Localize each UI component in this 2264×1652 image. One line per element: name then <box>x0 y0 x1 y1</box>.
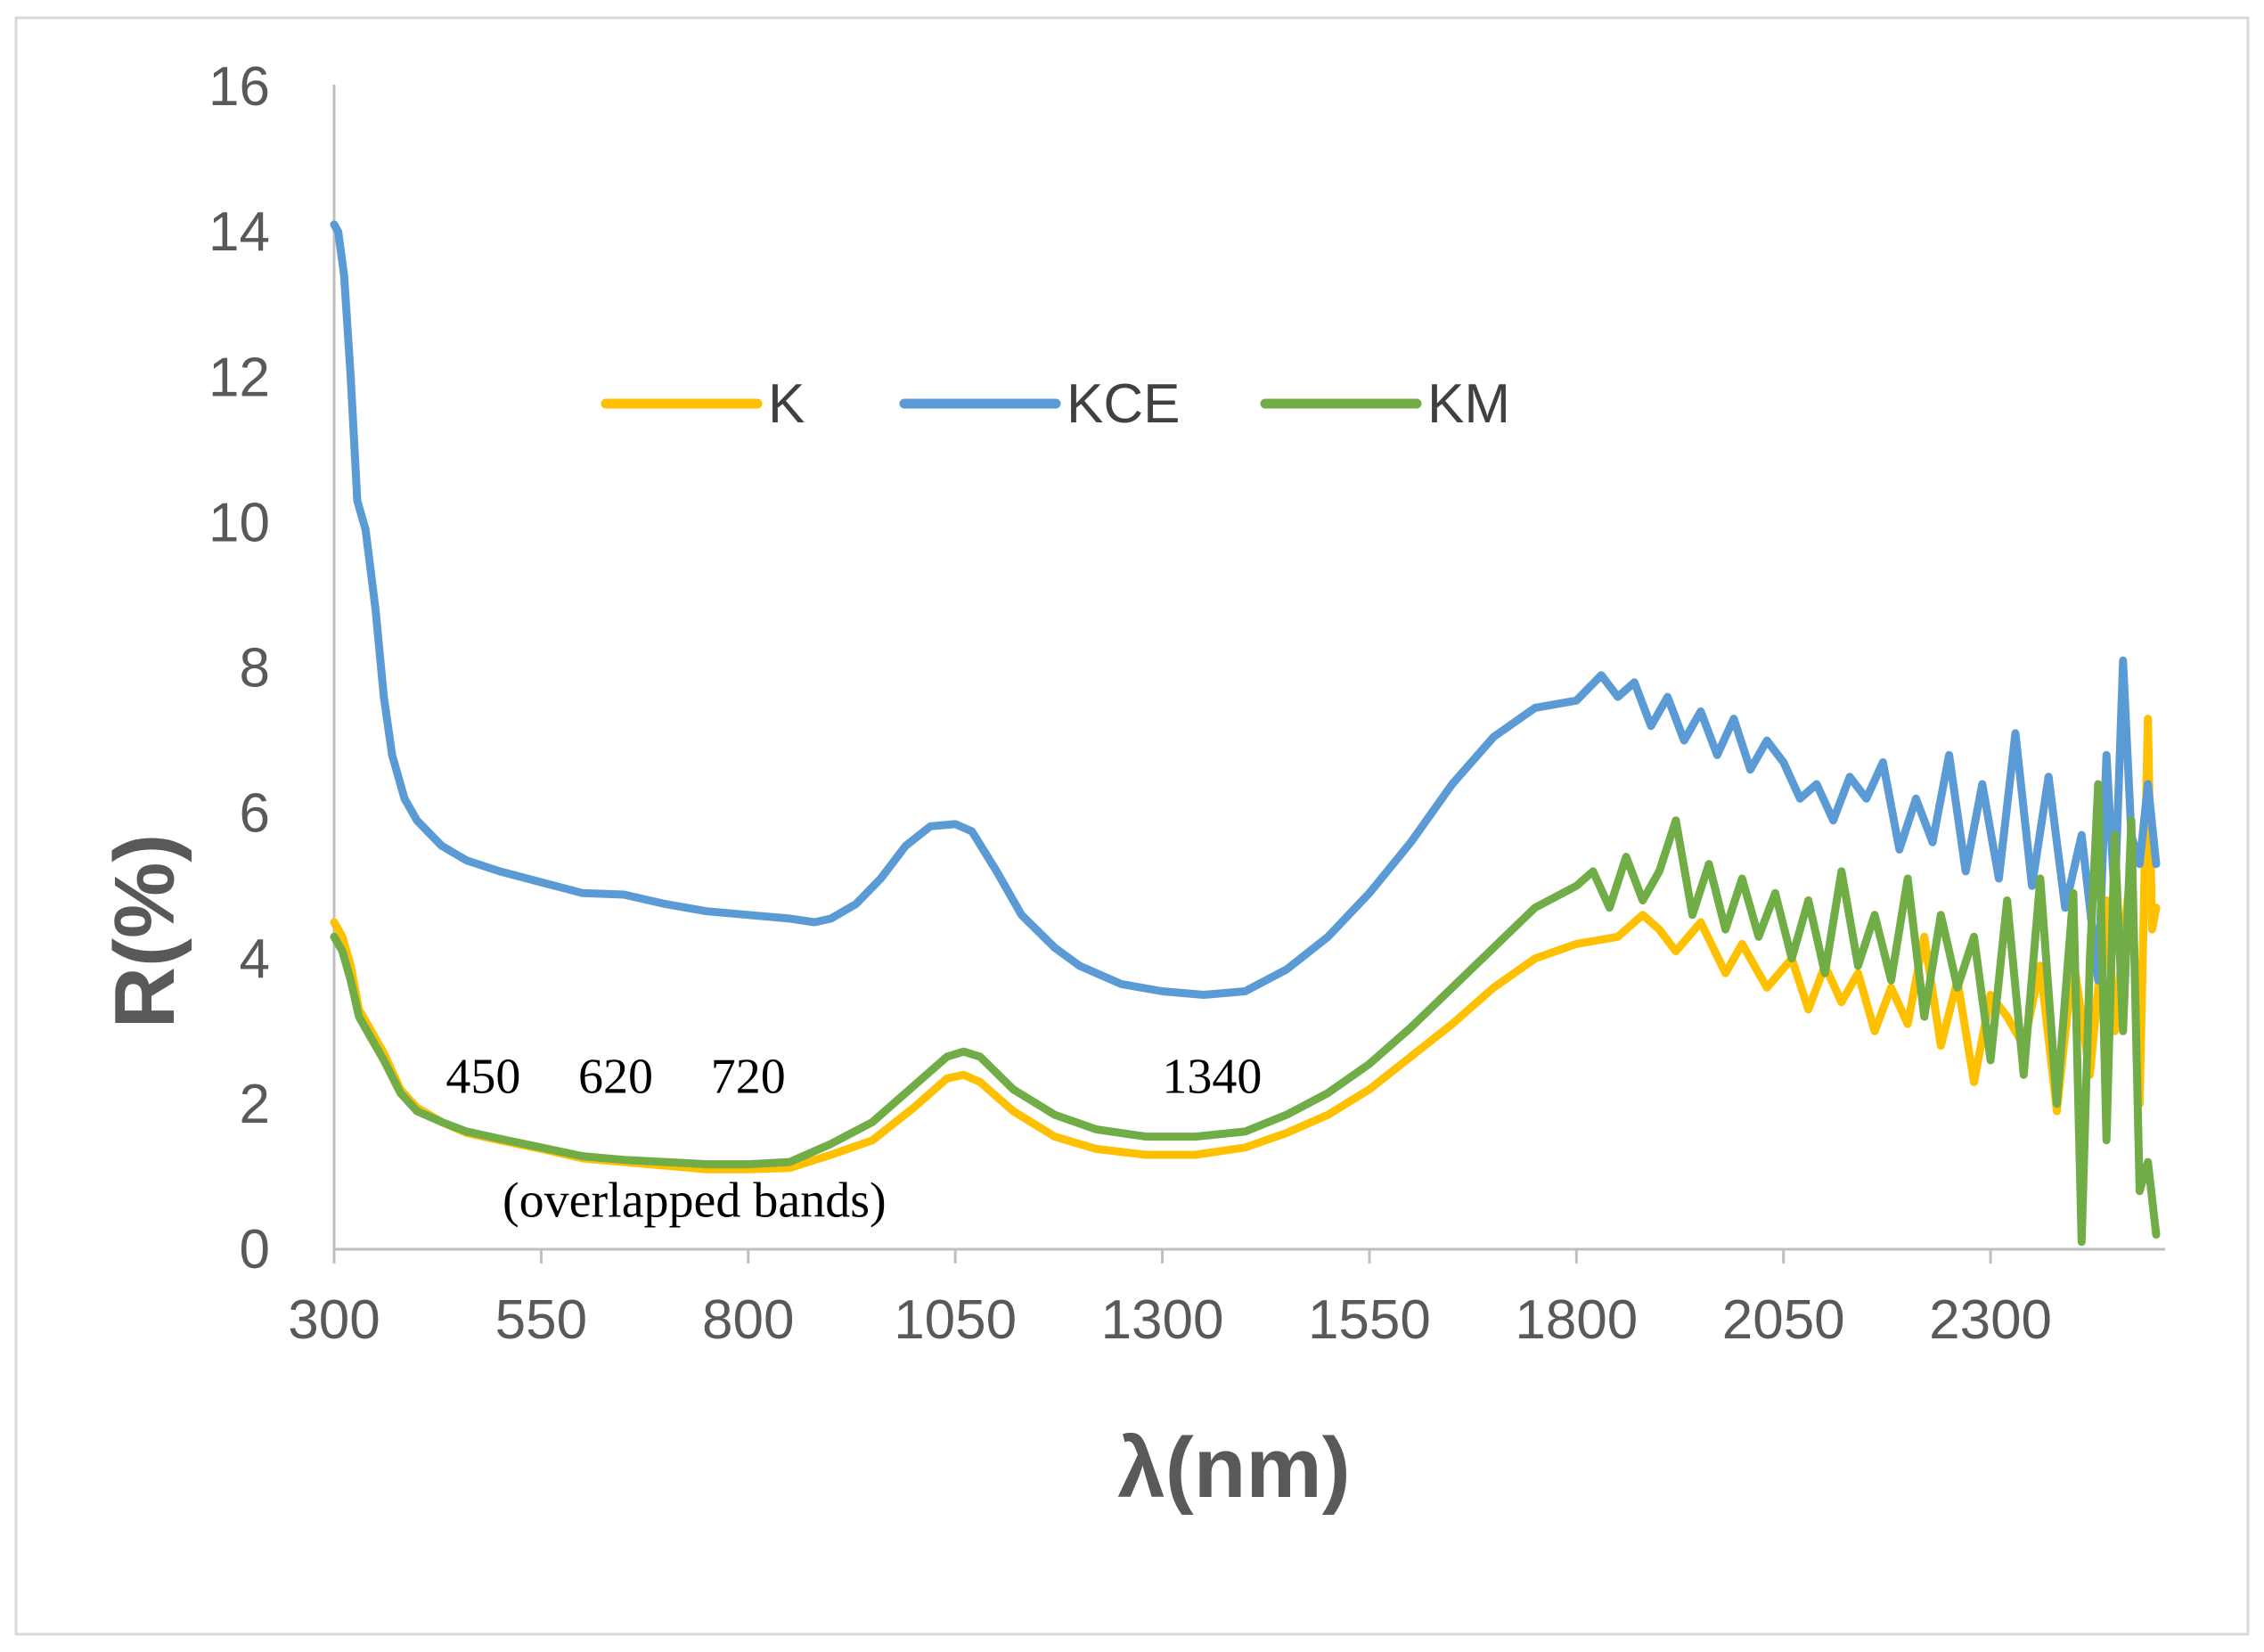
annotations: 450 620 720 1340 (overlapped bands) <box>445 1050 1262 1229</box>
annotation-label: 620 <box>578 1050 653 1105</box>
series-layer <box>330 220 2161 1247</box>
series-line-km <box>330 780 2161 1247</box>
x-tick-label: 300 <box>288 1289 380 1351</box>
x-tick-label: 2300 <box>1929 1289 2052 1351</box>
x-tick-label: 1300 <box>1101 1289 1224 1351</box>
x-tick-label: 2050 <box>1722 1289 1845 1351</box>
x-tick-label: 550 <box>495 1289 587 1351</box>
y-tick-label: 14 <box>208 201 270 263</box>
x-tick-label: 1800 <box>1515 1289 1638 1351</box>
chart-frame <box>14 16 2250 1636</box>
y-tick-label: 12 <box>208 347 270 408</box>
annotation-label: 1340 <box>1162 1050 1262 1105</box>
annotation-label: (overlapped bands) <box>503 1173 887 1228</box>
y-tick-label: 0 <box>240 1219 270 1280</box>
legend-label-k: K <box>768 373 805 435</box>
series-line-kce <box>330 220 2161 999</box>
y-tick-label: 2 <box>240 1074 270 1135</box>
legend: K KCE KM <box>601 373 1510 435</box>
x-axis-title: λ(nm) <box>1117 1420 1350 1516</box>
annotation-label: 450 <box>445 1050 520 1105</box>
y-tick-label: 8 <box>240 638 270 699</box>
y-axis-title: R(%) <box>97 834 192 1029</box>
x-tick-label: 1050 <box>894 1289 1017 1351</box>
x-tick-label: 1550 <box>1308 1289 1431 1351</box>
y-tick-label: 16 <box>208 56 270 118</box>
legend-label-kce: KCE <box>1067 373 1180 435</box>
y-tick-label: 4 <box>240 928 270 990</box>
legend-label-km: KM <box>1427 373 1510 435</box>
y-tick-label: 6 <box>240 783 270 845</box>
y-tick-label: 10 <box>208 492 270 553</box>
annotation-label: 720 <box>711 1050 786 1105</box>
x-tick-label: 800 <box>702 1289 794 1351</box>
axes: 0 2 4 6 8 10 12 14 16 300 550 800 1050 1300 1550 1800 20… <box>208 56 2165 1351</box>
